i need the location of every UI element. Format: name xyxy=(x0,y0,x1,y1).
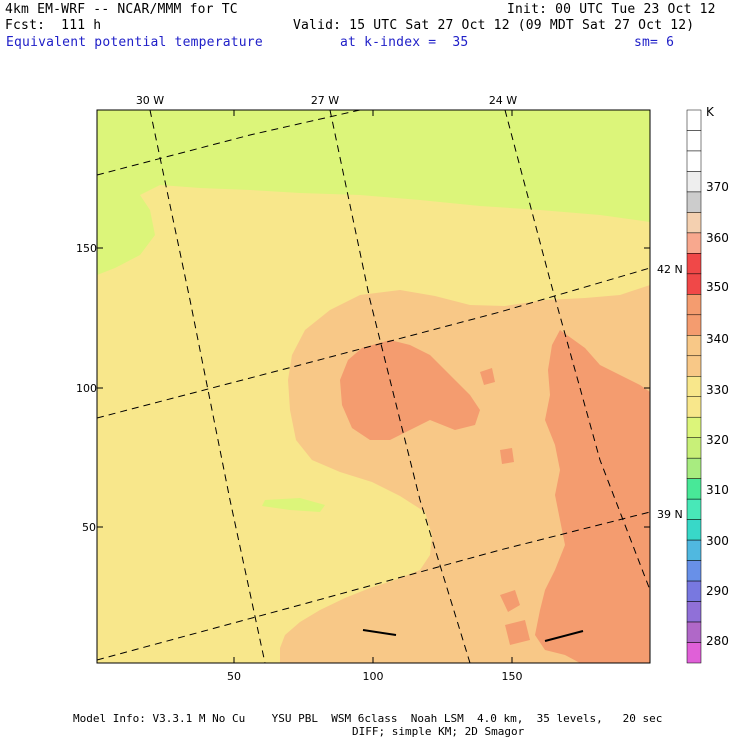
colorbar-cell xyxy=(686,416,702,438)
colorbar-cell xyxy=(686,457,702,479)
colorbar-cell xyxy=(686,539,702,561)
colorbar-label: 300 xyxy=(706,534,729,548)
longitude-label: 24 W xyxy=(489,94,517,107)
colorbar-cell xyxy=(686,437,702,459)
wind-barb xyxy=(544,630,584,642)
colorbar-label: 360 xyxy=(706,231,729,245)
colorbar-cell xyxy=(686,642,702,664)
colorbar-cell xyxy=(686,130,702,152)
y-tick-label: 150 xyxy=(76,242,97,255)
wind-barbs xyxy=(362,629,584,642)
colorbar-cell xyxy=(686,355,702,377)
colorbar-cell xyxy=(686,191,702,213)
wind-barb xyxy=(362,629,397,636)
latitude-label: 39 N xyxy=(657,508,683,521)
colorbar-cell xyxy=(686,171,702,193)
theta-e-field xyxy=(97,110,650,663)
physics-info-line: DIFF; simple KM; 2D Smagor xyxy=(352,725,525,738)
field-name: Equivalent potential temperature xyxy=(6,35,263,50)
colorbar-label: 350 xyxy=(706,280,729,294)
colorbar-cell xyxy=(686,498,702,520)
colorbar-cell xyxy=(686,396,702,418)
colorbar-cell xyxy=(686,212,702,234)
colorbar-label: 310 xyxy=(706,483,729,497)
colorbar-cell xyxy=(686,601,702,623)
colorbar-label: 290 xyxy=(706,584,729,598)
colorbar-cell xyxy=(686,376,702,397)
colorbar-cell xyxy=(686,478,702,500)
y-tick-label: 50 xyxy=(82,521,96,534)
longitude-label: 27 W xyxy=(311,94,339,107)
graticule xyxy=(97,110,650,663)
lon-line-30w xyxy=(149,110,266,663)
colorbar-cell xyxy=(686,621,702,643)
lon-line-27w xyxy=(329,110,471,663)
axis-ticks xyxy=(97,110,650,663)
colorbar-cell xyxy=(686,109,702,131)
colorbar-cell xyxy=(686,232,702,254)
colorbar xyxy=(686,109,702,664)
colorbar-label: 340 xyxy=(706,332,729,346)
lat-line-42n xyxy=(97,267,650,419)
model-info-line: Model Info: V3.3.1 M No Cu YSU PBL WSM 6… xyxy=(73,712,663,725)
forecast-hour: Fcst: 111 h xyxy=(5,18,102,33)
colorbar-cell xyxy=(686,314,702,336)
colorbar-cell xyxy=(686,519,702,541)
band-310-320 xyxy=(97,110,650,275)
colorbar-label: 320 xyxy=(706,433,729,447)
y-tick-label: 100 xyxy=(76,382,97,395)
x-tick-label: 100 xyxy=(363,670,384,683)
lon-line-24w xyxy=(504,110,650,591)
band-310-320-blob xyxy=(262,498,325,512)
level-info: at k-index = 35 xyxy=(340,35,469,50)
colorbar-label: 280 xyxy=(706,634,729,648)
colorbar-labels: 370 360 350 340 330 320 310 300 290 280 xyxy=(706,180,729,648)
colorbar-cell xyxy=(686,335,702,357)
lat-line-north xyxy=(97,110,361,176)
colorbar-label: 370 xyxy=(706,180,729,194)
smoothing-info: sm= 6 xyxy=(634,35,675,50)
colorbar-label: 330 xyxy=(706,383,729,397)
band-330-340-east xyxy=(535,330,650,663)
lat-line-39n xyxy=(97,511,650,661)
model-title: 4km EM-WRF -- NCAR/MMM for TC xyxy=(5,2,238,17)
x-tick-label: 150 xyxy=(502,670,523,683)
latitude-label: 42 N xyxy=(657,263,683,276)
x-tick-label: 50 xyxy=(227,670,241,683)
band-330-340-inner xyxy=(340,340,480,440)
colorbar-cell xyxy=(686,273,702,295)
colorbar-cell xyxy=(686,253,702,275)
colorbar-cell xyxy=(686,580,702,602)
colorbar-cell xyxy=(686,150,702,172)
valid-time: Valid: 15 UTC Sat 27 Oct 12 (09 MDT Sat … xyxy=(293,18,695,33)
longitude-label: 30 W xyxy=(136,94,164,107)
colorbar-cell xyxy=(686,294,702,316)
colorbar-unit: K xyxy=(706,105,715,119)
colorbar-cell xyxy=(686,560,702,582)
init-time: Init: 00 UTC Tue 23 Oct 12 xyxy=(507,2,716,17)
